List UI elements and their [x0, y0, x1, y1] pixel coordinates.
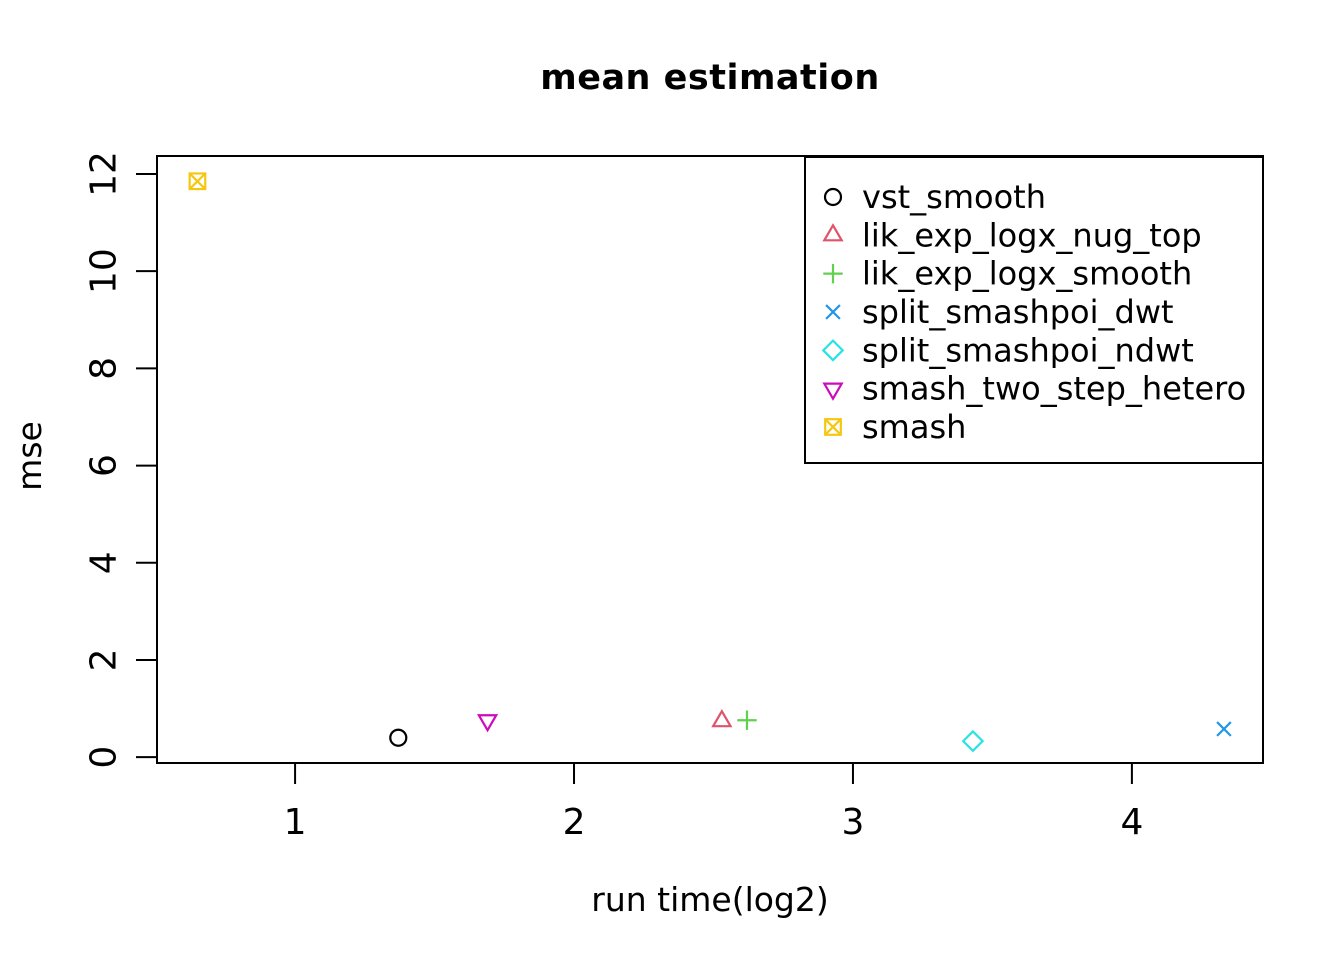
y-axis-title: mse: [10, 421, 49, 491]
legend-item: lik_exp_logx_nug_top: [822, 216, 1202, 254]
data-point-split_smashpoi_ndwt: [961, 729, 985, 753]
legend-marker-circle-icon: [823, 187, 843, 207]
data-point-smash_two_step_hetero: [476, 714, 499, 733]
y-tick-label: 4: [84, 551, 125, 574]
x-tick-label: 4: [1120, 802, 1143, 843]
legend-marker-triangle-down-icon: [822, 382, 844, 401]
data-point-split_smashpoi_dwt: [1216, 721, 1232, 737]
data-point-lik_exp_logx_smooth: [737, 710, 757, 730]
legend-label: smash: [862, 408, 966, 446]
data-point-vst_smooth: [389, 728, 408, 747]
legend-item: lik_exp_logx_smooth: [823, 255, 1192, 293]
legend-item: smash: [824, 408, 966, 446]
legend-label: split_smashpoi_dwt: [862, 293, 1174, 331]
x-tick-label: 1: [284, 802, 307, 843]
legend-marker-square-x-icon: [824, 418, 842, 436]
data-point-smash: [188, 172, 207, 191]
legend-marker-plus-icon: [823, 263, 843, 284]
legend: vst_smoothlik_exp_logx_nug_toplik_exp_lo…: [804, 156, 1264, 464]
legend-label: smash_two_step_hetero: [862, 370, 1246, 408]
legend-item: smash_two_step_hetero: [822, 370, 1246, 408]
legend-item: split_smashpoi_ndwt: [821, 331, 1194, 369]
legend-item: split_smashpoi_dwt: [825, 293, 1174, 331]
y-tick-label: 2: [84, 649, 125, 672]
legend-marker-x-icon: [825, 304, 841, 320]
y-tick-label: 8: [84, 357, 125, 380]
y-tick-label: 10: [84, 248, 125, 294]
legend-label: lik_exp_logx_nug_top: [862, 216, 1202, 254]
x-tick-label: 2: [563, 802, 586, 843]
legend-item: vst_smooth: [823, 178, 1046, 216]
legend-marker-triangle-up-icon: [822, 223, 844, 242]
data-point-lik_exp_logx_nug_top: [711, 709, 733, 728]
x-axis-ticks: 1 2 3 4: [284, 764, 1143, 843]
chart-title: mean estimation: [540, 58, 880, 98]
legend-box: [804, 156, 1264, 464]
legend-label: lik_exp_logx_smooth: [862, 255, 1192, 293]
legend-marker-diamond-icon: [821, 339, 845, 362]
x-axis-title: run time(log2): [591, 880, 829, 919]
y-axis-ticks: 0 2 4 6 8 10 12: [84, 151, 156, 769]
data-points: [188, 172, 1232, 753]
x-tick-label: 3: [842, 802, 865, 843]
y-tick-label: 6: [84, 454, 125, 477]
legend-label: split_smashpoi_ndwt: [862, 331, 1194, 369]
y-tick-label: 12: [84, 151, 125, 197]
y-tick-label: 0: [84, 746, 125, 769]
legend-label: vst_smooth: [862, 178, 1046, 216]
